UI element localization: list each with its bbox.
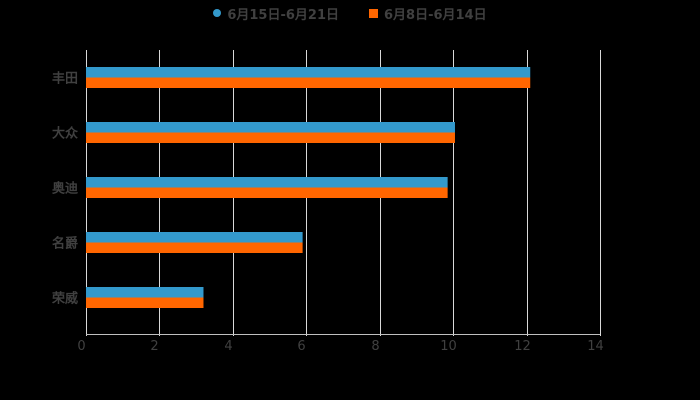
bar[interactable] [86, 77, 531, 89]
bar[interactable] [86, 122, 455, 133]
bar[interactable] [86, 287, 204, 298]
bar[interactable] [86, 67, 531, 78]
bar[interactable] [86, 177, 448, 188]
x-tick-label: 10 [440, 339, 457, 354]
bar[interactable] [86, 187, 448, 199]
category-label: 丰田 [52, 71, 78, 87]
legend-marker-square-icon [369, 8, 379, 18]
legend-label: 6月15日-6月21日 [227, 7, 340, 23]
x-tick-label: 8 [371, 339, 379, 354]
x-tick-label: 12 [514, 339, 531, 354]
x-tick-label: 6 [297, 339, 305, 354]
legend-marker-circle-icon [213, 9, 222, 17]
category-label: 荣威 [51, 291, 78, 307]
bar[interactable] [86, 242, 303, 254]
x-tick-label: 4 [224, 339, 232, 354]
x-tick-label: 0 [77, 339, 85, 354]
category-label: 大众 [52, 126, 78, 142]
legend-label: 6月8日-6月14日 [384, 7, 487, 23]
x-tick-label: 2 [150, 339, 158, 354]
chart-legend: 6月15日-6月21日 6月8日-6月14日 [0, 3, 700, 23]
bar[interactable] [86, 232, 303, 243]
legend-item-series-1[interactable]: 6月15日-6月21日 [213, 4, 339, 23]
x-tick-label: 14 [587, 339, 604, 354]
legend-item-series-2[interactable]: 6月8日-6月14日 [369, 4, 487, 23]
bar[interactable] [86, 132, 455, 144]
bar[interactable] [86, 297, 204, 309]
category-label: 名爵 [52, 236, 78, 252]
category-label: 奥迪 [52, 181, 78, 197]
